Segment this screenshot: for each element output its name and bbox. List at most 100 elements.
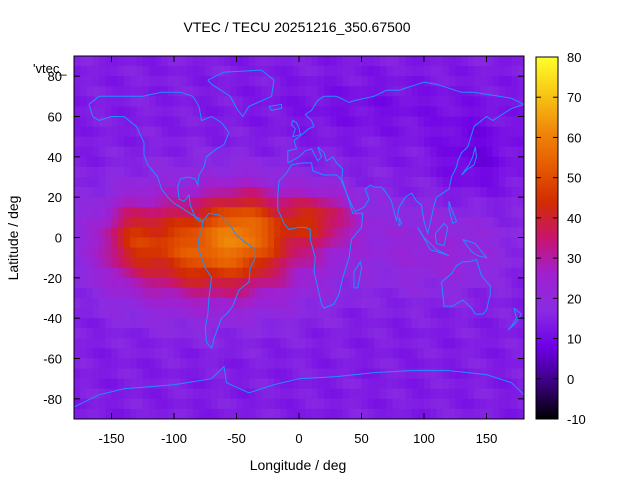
heat-cell bbox=[111, 126, 119, 138]
heat-cell bbox=[142, 177, 150, 188]
heat-cell bbox=[111, 156, 119, 168]
heat-cell bbox=[499, 116, 506, 128]
heat-cell bbox=[380, 358, 388, 370]
heat-cell bbox=[142, 348, 150, 360]
heat-cell bbox=[255, 318, 263, 329]
heat-cell bbox=[505, 166, 513, 178]
heat-cell bbox=[311, 368, 319, 380]
heat-cell bbox=[480, 328, 488, 339]
heat-cell bbox=[186, 348, 194, 360]
heat-cell bbox=[305, 217, 313, 229]
heat-cell bbox=[411, 388, 419, 400]
heat-cell bbox=[411, 237, 419, 249]
heat-cell bbox=[149, 136, 156, 148]
heat-cell bbox=[267, 348, 275, 360]
heat-cell bbox=[192, 126, 200, 138]
heat-cell bbox=[355, 56, 363, 67]
heat-cell bbox=[355, 177, 363, 188]
heat-cell bbox=[161, 308, 169, 319]
heat-cell bbox=[267, 66, 275, 77]
heat-cell bbox=[111, 308, 119, 319]
heat-cell bbox=[467, 338, 475, 350]
heat-cell bbox=[299, 187, 306, 198]
heat-cell bbox=[486, 298, 494, 309]
heat-cell bbox=[330, 237, 338, 249]
heat-cell bbox=[230, 318, 238, 329]
heat-cell bbox=[517, 197, 524, 208]
heat-cell bbox=[361, 86, 369, 97]
heat-cell bbox=[211, 187, 219, 198]
heat-cell bbox=[461, 408, 469, 419]
heat-cell bbox=[167, 348, 175, 360]
heat-cell bbox=[424, 257, 431, 269]
heat-cell bbox=[305, 166, 313, 178]
heat-cell bbox=[367, 328, 375, 339]
heat-cell bbox=[474, 237, 481, 249]
heat-cell bbox=[167, 287, 175, 299]
heat-cell bbox=[174, 338, 181, 350]
heat-cell bbox=[80, 156, 88, 168]
heat-cell bbox=[324, 368, 331, 380]
heat-cell bbox=[430, 287, 438, 299]
heat-cell bbox=[355, 146, 363, 158]
heat-cell bbox=[299, 298, 306, 309]
heat-cell bbox=[180, 398, 188, 410]
heat-cell bbox=[80, 257, 88, 269]
heat-cell bbox=[236, 116, 244, 128]
heat-cell bbox=[80, 237, 88, 249]
heat-cell bbox=[336, 56, 344, 67]
heat-cell bbox=[505, 96, 513, 108]
heat-cell bbox=[411, 378, 419, 390]
heat-cell bbox=[380, 116, 388, 128]
heat-cell bbox=[480, 358, 488, 370]
heat-cell bbox=[142, 187, 150, 198]
heat-cell bbox=[80, 146, 88, 158]
heat-cell bbox=[286, 237, 294, 249]
heat-cell bbox=[142, 66, 150, 77]
heat-cell bbox=[242, 166, 250, 178]
heat-cell bbox=[430, 257, 438, 269]
heat-cell bbox=[111, 408, 119, 419]
heat-cell bbox=[205, 388, 213, 400]
heat-cell bbox=[461, 76, 469, 87]
heat-cell bbox=[455, 66, 463, 77]
heat-cell bbox=[242, 287, 250, 299]
heat-cell bbox=[386, 96, 394, 108]
heat-cell bbox=[205, 358, 213, 370]
heat-cell bbox=[211, 358, 219, 370]
heat-cell bbox=[461, 56, 469, 67]
heat-cell bbox=[417, 217, 425, 229]
heat-cell bbox=[280, 348, 288, 360]
heat-cell bbox=[511, 116, 519, 128]
heat-cell bbox=[180, 277, 188, 289]
heat-cell bbox=[155, 126, 163, 138]
heat-cell bbox=[505, 287, 513, 299]
heat-cell bbox=[111, 298, 119, 309]
heat-cell bbox=[299, 166, 306, 178]
heat-cell bbox=[292, 368, 300, 380]
heat-cell bbox=[317, 308, 325, 319]
heat-cell bbox=[292, 136, 300, 148]
heat-cell bbox=[130, 257, 138, 269]
heat-cell bbox=[136, 338, 144, 350]
heat-cell bbox=[267, 287, 275, 299]
heat-cell bbox=[461, 207, 469, 218]
coastline-madagascar bbox=[353, 260, 363, 289]
heat-cell bbox=[280, 106, 288, 118]
heat-cell bbox=[361, 358, 369, 370]
heat-cell bbox=[480, 126, 488, 138]
heat-cell bbox=[286, 197, 294, 208]
heat-cell bbox=[480, 287, 488, 299]
heat-cell bbox=[492, 287, 500, 299]
x-tick-label: -150 bbox=[98, 431, 124, 446]
heat-cell bbox=[505, 408, 513, 419]
heat-cell bbox=[480, 298, 488, 309]
heat-cell bbox=[480, 86, 488, 97]
heat-cell bbox=[230, 368, 238, 380]
heat-cell bbox=[92, 156, 100, 168]
heat-cell bbox=[380, 277, 388, 289]
heat-cell bbox=[255, 187, 263, 198]
heat-cell bbox=[130, 197, 138, 208]
heat-cell bbox=[199, 378, 206, 390]
heat-cell bbox=[105, 398, 113, 410]
